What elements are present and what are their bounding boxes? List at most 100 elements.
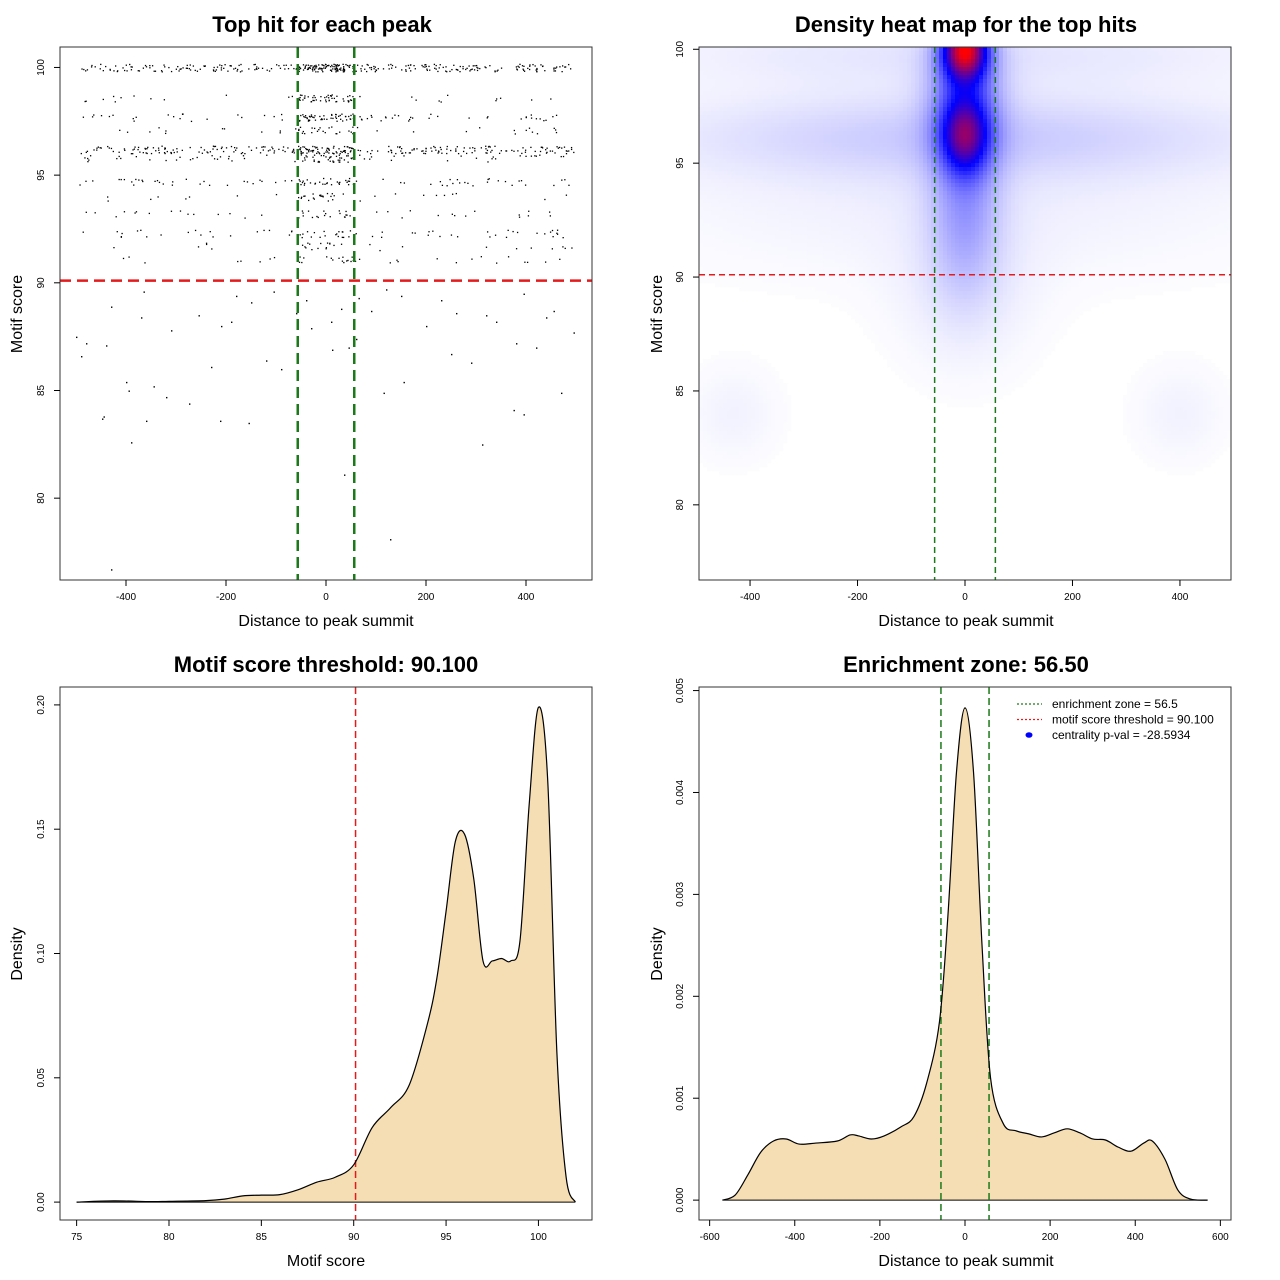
heatmap-cell [1111, 95, 1116, 100]
heatmap-cell [1083, 115, 1088, 120]
heatmap-cell [731, 123, 736, 128]
heatmap-cell [839, 135, 844, 140]
heatmap-cell [1003, 147, 1008, 152]
scatter-point [313, 231, 316, 234]
scatter-point [236, 147, 238, 149]
heatmap-cell [875, 107, 880, 112]
heatmap-cell [1079, 123, 1084, 128]
heatmap-cell [1219, 55, 1224, 60]
heatmap-cell [823, 131, 828, 136]
scatter-point [471, 362, 473, 364]
heatmap-cell [1047, 95, 1052, 100]
heatmap-cell [1023, 139, 1028, 144]
scatter-point [325, 65, 328, 68]
scatter-point [414, 68, 416, 70]
heatmap-cell [919, 55, 924, 60]
heatmap-cell [1027, 111, 1032, 116]
scatter-point [130, 153, 133, 155]
scatter-point [154, 180, 156, 183]
heatmap-cell [735, 107, 740, 112]
scatter-point [329, 242, 331, 244]
heatmap-cell [963, 107, 968, 112]
heatmap-cell [943, 135, 948, 140]
scatter-point [335, 69, 337, 71]
heatmap-cell [771, 83, 776, 88]
scatter-point [338, 210, 340, 212]
heatmap-cell [1223, 131, 1228, 136]
heatmap-cell [1167, 139, 1172, 144]
heatmap-cell [799, 155, 804, 160]
heatmap-cell [1103, 87, 1108, 92]
heatmap-cell [967, 119, 972, 124]
heatmap-cell [759, 119, 764, 124]
heatmap-cell [855, 107, 860, 112]
heatmap-cell [895, 147, 900, 152]
heatmap-cell [1179, 99, 1184, 104]
heatmap-cell [919, 147, 924, 152]
heatmap-cell [1199, 131, 1204, 136]
heatmap-cell [971, 79, 976, 84]
heatmap-cell [1183, 51, 1188, 56]
heatmap-cell [1023, 107, 1028, 112]
heatmap-cell [1035, 55, 1040, 60]
heatmap-cell [779, 107, 784, 112]
scatter-point [570, 146, 573, 149]
heatmap-cell [747, 107, 752, 112]
heatmap-cell [1195, 103, 1200, 108]
scatter-point [261, 146, 263, 148]
heatmap-cell [739, 75, 744, 80]
heatmap-cell [783, 123, 788, 128]
heatmap-cell [923, 71, 928, 76]
heatmap-cell [1035, 115, 1040, 120]
heatmap-cell [1219, 151, 1224, 156]
heatmap-cell [835, 91, 840, 96]
heatmap-cell [803, 107, 808, 112]
heatmap-cell [727, 87, 732, 92]
heatmap-cell [1039, 107, 1044, 112]
scatter-point [554, 152, 556, 154]
scatter-point [312, 67, 314, 69]
heatmap-cell [947, 151, 952, 156]
scatter-point [138, 70, 141, 72]
heatmap-cell [1031, 107, 1036, 112]
heatmap-cell [1051, 111, 1056, 116]
scatter-point [313, 65, 316, 67]
scatter-point [261, 67, 264, 69]
heatmap-cell [787, 139, 792, 144]
heatmap-cell [783, 55, 788, 60]
heatmap-cell [823, 107, 828, 112]
scatter-point [304, 182, 306, 185]
scatter-point [332, 68, 334, 70]
heatmap-cell [911, 123, 916, 128]
heatmap-cell [903, 139, 908, 144]
heatmap-cell [979, 131, 984, 136]
heatmap-cell [1127, 115, 1132, 120]
heatmap-cell [895, 51, 900, 56]
scatter-point [500, 67, 503, 69]
heatmap-cell [1039, 119, 1044, 124]
heatmap-cell [1127, 87, 1132, 92]
heatmap-cell [955, 147, 960, 152]
heatmap-cell [871, 155, 876, 160]
heatmap-cell [1179, 95, 1184, 100]
heatmap-cell [779, 131, 784, 136]
heatmap-cell [1127, 83, 1132, 88]
heatmap-cell [939, 123, 944, 128]
heatmap-cell [879, 63, 884, 68]
scatter-point [331, 64, 333, 67]
heatmap-cell [995, 131, 1000, 136]
heatmap-cell [1215, 47, 1220, 52]
heatmap-cell [831, 135, 836, 140]
heatmap-cell [1111, 111, 1116, 116]
heatmap-cell [851, 75, 856, 80]
heatmap-cell [999, 87, 1004, 92]
heatmap-cell [875, 83, 880, 88]
scatter-point [150, 198, 152, 201]
heatmap-cell [1071, 47, 1076, 52]
heatmap-cell [1199, 103, 1204, 108]
heatmap-cell [975, 111, 980, 116]
scatter-point [290, 64, 292, 66]
scatter-point [535, 118, 538, 120]
scatter-point [303, 184, 306, 186]
heatmap-cell [919, 123, 924, 128]
